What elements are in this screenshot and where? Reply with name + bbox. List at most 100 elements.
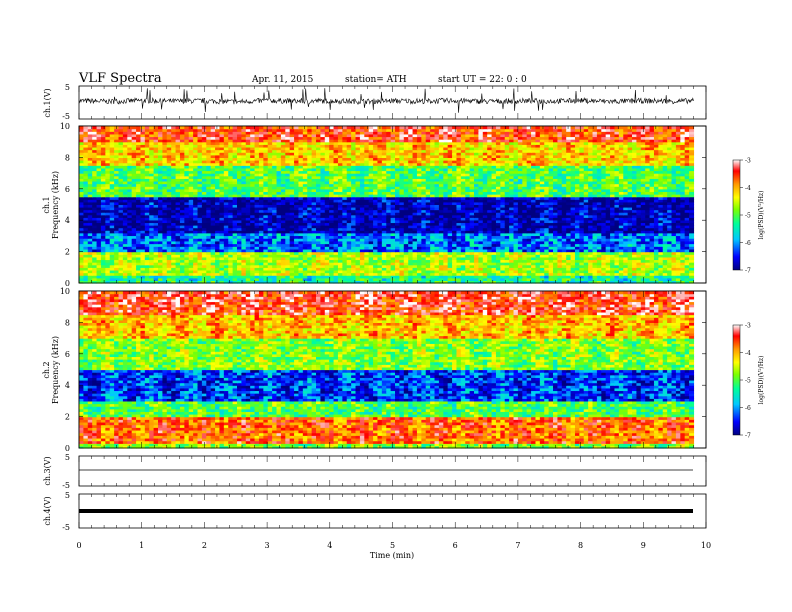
ch1-spec-cell xyxy=(574,201,580,205)
ch1-spec-cell xyxy=(614,225,620,229)
ch1-spec-cell xyxy=(689,204,695,208)
ch1-spec-cell xyxy=(588,267,594,271)
ch1-spec-cell xyxy=(96,222,102,226)
ch1-spec-cell xyxy=(500,219,506,224)
ch1-spec-cell xyxy=(136,217,142,221)
ch1-spec-cell xyxy=(342,272,348,276)
ch1-spec-cell xyxy=(171,248,177,253)
ch1-spec-cell xyxy=(285,277,291,281)
ch1-spec-cell xyxy=(337,201,343,205)
ch1-spec-cell xyxy=(359,238,365,242)
ch1-spec-cell xyxy=(329,222,335,226)
ch1-spec-cell xyxy=(215,217,221,221)
ch1-spec-cell xyxy=(689,275,695,279)
ch1-spec-cell xyxy=(623,206,629,211)
ch1-spec-cell xyxy=(337,254,343,258)
ch1-spec-cell xyxy=(452,199,458,203)
ch1-spec-cell xyxy=(474,251,479,255)
ch1-spec-cell xyxy=(193,238,199,242)
ch1-spec-cell xyxy=(219,222,225,226)
ch1-spec-cell xyxy=(105,246,111,250)
ch1-spec-cell xyxy=(131,217,137,221)
ch1-spec-cell xyxy=(557,201,563,205)
ch1-spec-cell xyxy=(680,194,686,198)
ch1-spec-cell xyxy=(645,246,651,250)
ch1-spec-cell xyxy=(267,251,273,255)
ch1-spec-cell xyxy=(636,196,642,200)
ch1-spec-cell xyxy=(373,188,379,193)
ch1-spec-cell xyxy=(500,194,506,198)
ch1-spec-cell xyxy=(671,206,677,211)
ch1-spec-cell xyxy=(149,251,155,255)
ch1-spec-cell xyxy=(368,259,374,263)
ch1-spec-cell xyxy=(566,194,572,198)
ch1-spec-cell xyxy=(636,225,642,229)
ch1-spec-cell xyxy=(403,201,409,205)
ch1-spec-cell xyxy=(645,230,651,234)
ch1-spec-cell xyxy=(87,201,93,205)
ch1-spec-cell xyxy=(390,214,396,218)
ch1-spec-cell xyxy=(658,280,664,284)
ch1-spec-cell xyxy=(109,188,115,193)
ch1-spec-cell xyxy=(491,240,497,245)
ch1-spec-cell xyxy=(689,262,695,266)
ch1-spec-cell xyxy=(403,238,409,242)
ch1-spec-cell xyxy=(346,277,352,281)
ch1-spec-cell xyxy=(149,222,155,226)
ch1-spec-cell xyxy=(421,230,427,234)
ch1-spec-cell xyxy=(601,214,607,218)
ch1-spec-cell xyxy=(465,219,471,224)
ch1-spec-cell xyxy=(614,209,620,213)
ch1-spec-cell xyxy=(232,267,238,271)
ch1-spec-cell xyxy=(359,240,365,245)
ch1-spec-cell xyxy=(474,277,479,281)
ch1-spec-cell xyxy=(377,251,383,255)
ch1-spec-cell xyxy=(583,204,589,208)
ch1-spec-cell xyxy=(373,214,379,218)
ch1-spec-cell xyxy=(592,230,598,234)
ch1-spec-cell xyxy=(333,201,339,205)
ch1-spec-cell xyxy=(544,225,550,229)
ch1-spec-cell xyxy=(469,238,475,242)
ch1-spec-cell xyxy=(232,238,238,242)
ch1-spec-cell xyxy=(583,262,589,266)
ch1-spec-cell xyxy=(495,219,501,224)
ch1-spec-cell xyxy=(87,225,93,229)
ch1-spec-cell xyxy=(87,214,93,218)
ch1-spec-cell xyxy=(219,199,225,203)
ch1-spec-cell xyxy=(513,238,519,242)
ch1-spec-cell xyxy=(649,269,655,274)
ch1-spec-cell xyxy=(561,262,567,266)
ch1-spec-cell xyxy=(596,238,602,242)
ch1-spec-cell xyxy=(504,246,510,250)
ch1-spec-cell xyxy=(307,275,313,279)
ch1-spec-cell xyxy=(526,259,532,263)
ch1-spec-cell xyxy=(263,264,269,268)
ch1-spec-cell xyxy=(662,199,668,203)
ch1-spec-cell xyxy=(517,240,523,245)
ch1-spec-cell xyxy=(386,269,392,274)
ch1-spec-cell xyxy=(122,235,128,239)
ch1-spec-cell xyxy=(456,219,462,224)
ch1-spec-cell xyxy=(140,194,146,198)
ch1-spec-cell xyxy=(373,277,379,281)
ch1-spec-cell xyxy=(421,275,427,279)
ch1-spec-cell xyxy=(460,240,466,245)
ch1-spec-cell xyxy=(140,206,146,211)
ch1-spec-cell xyxy=(513,267,519,271)
ch1-spec-cell xyxy=(179,272,185,276)
ch1-spec-cell xyxy=(601,219,607,224)
ch1-spec-cell xyxy=(359,246,365,250)
ch1-spec-cell xyxy=(105,238,111,242)
ch1-spec-cell xyxy=(232,232,238,237)
ch1-spec-cell xyxy=(109,256,115,261)
ch1-spec-cell xyxy=(561,259,567,263)
ch1-spec-cell xyxy=(526,219,532,224)
ch1-spec-cell xyxy=(158,219,163,224)
ch1-spec-cell xyxy=(539,254,545,258)
ch1-spec-cell xyxy=(311,201,317,205)
ch1-spec-cell xyxy=(140,232,146,237)
ch1-spec-cell xyxy=(434,280,440,284)
ch1-spec-cell xyxy=(539,191,545,195)
ch1-spec-cell xyxy=(311,196,317,200)
